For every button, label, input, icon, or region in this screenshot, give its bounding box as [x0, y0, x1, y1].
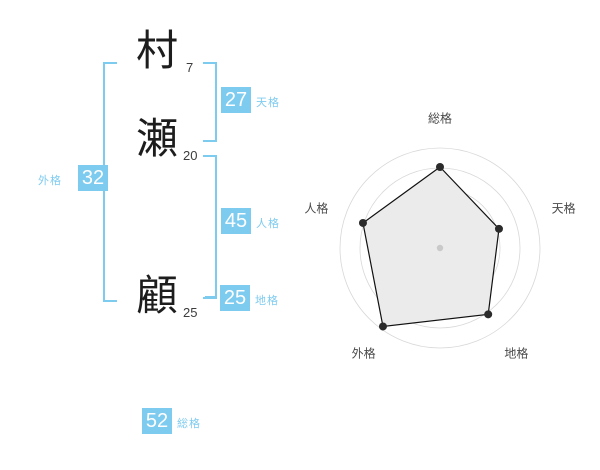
radar-data-area	[362, 167, 499, 327]
chikaku-bracket-tick	[205, 296, 215, 298]
radar-axis-label-soukaku: 総格	[427, 111, 453, 126]
kanji-char-3: 顧	[136, 271, 179, 320]
kanji-strokes-3: 25	[183, 305, 198, 320]
radar-axis-label-tenkaku: 天格	[551, 201, 576, 216]
tenkaku-bracket-top	[203, 62, 217, 64]
kanji-char-2: 瀬	[136, 114, 179, 163]
kaku-badge-tenkaku[interactable]: 27	[221, 87, 251, 113]
kanji-char-1: 村	[136, 26, 179, 75]
kaku-badge-soukaku[interactable]: 52	[142, 408, 172, 434]
kaku-label-chikaku: 地格	[255, 294, 279, 307]
jinkaku-bracket-top	[203, 155, 217, 157]
radar-chart: 総格 天格 地格 外格 人格	[300, 110, 590, 370]
kaku-label-gaikaku: 外格	[38, 174, 62, 187]
jinkaku-bracket-spine	[215, 155, 217, 299]
radar-axis-label-gaikaku: 外格	[351, 346, 376, 361]
kaku-label-tenkaku: 天格	[256, 96, 280, 109]
gaikaku-bracket-bottom	[103, 300, 117, 302]
radar-chart-svg	[339, 147, 541, 349]
kanji-strokes-2: 20	[183, 148, 198, 163]
kaku-label-jinkaku: 人格	[256, 217, 280, 230]
radar-center-dot	[436, 244, 444, 252]
kaku-badge-jinkaku[interactable]: 45	[221, 208, 251, 234]
radar-data-line	[362, 166, 500, 328]
radar-axis-label-jinkaku: 人格	[304, 201, 329, 216]
kaku-badge-gaikaku[interactable]: 32	[78, 165, 108, 191]
kaku-label-soukaku: 総格	[177, 417, 201, 430]
tenkaku-bracket-bottom	[203, 140, 217, 142]
tenkaku-bracket-spine	[215, 62, 217, 142]
kaku-badge-chikaku[interactable]: 25	[220, 285, 250, 311]
radar-data-points	[358, 163, 503, 331]
jinkaku-bracket-bottom	[203, 297, 217, 299]
gaikaku-bracket-top	[103, 62, 117, 64]
radar-axis-label-chikaku: 地格	[504, 346, 529, 361]
kanji-strokes-1: 7	[186, 60, 194, 75]
